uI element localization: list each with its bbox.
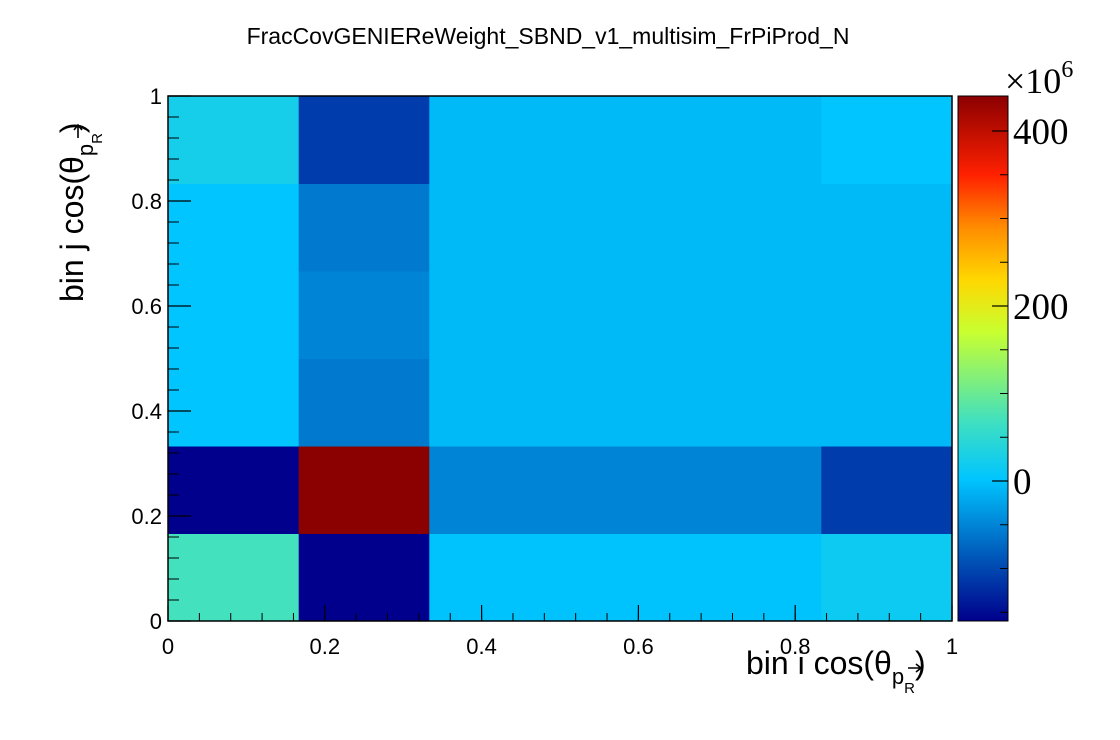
y-axis-title-text: bin j cos(θ	[54, 156, 90, 302]
y-axis-title-subsub: R	[89, 133, 106, 144]
heatmap-cell	[690, 446, 822, 534]
x-axis-title-close: )	[915, 645, 926, 681]
y-tick-label: 0.6	[131, 294, 162, 319]
x-axis-title-subsub: R	[904, 680, 915, 697]
colorbar-tick-label: 400	[1013, 112, 1069, 153]
heatmap-cell	[298, 533, 430, 622]
x-tick-label: 0	[162, 634, 174, 659]
heatmap-cell	[821, 183, 953, 272]
heatmap-cell	[429, 533, 561, 622]
colorbar-tick-label: 0	[1013, 462, 1032, 503]
x-tick-label: 0.8	[780, 634, 811, 659]
heatmap-cells	[168, 96, 953, 622]
heatmap-cell	[690, 533, 822, 622]
heatmap-cell	[298, 183, 430, 272]
heatmap-cell	[821, 446, 953, 534]
heatmap-cell	[168, 358, 300, 447]
heatmap-cell	[560, 446, 692, 534]
x-tick-label: 0.6	[623, 634, 654, 659]
y-axis-title-close: )	[54, 122, 90, 133]
heatmap-cell	[429, 270, 561, 359]
x-axis-title-sub: p	[892, 664, 904, 689]
y-axis: 0 0.2 0.4 0.6 0.8 1	[131, 84, 191, 634]
chart-title: FracCovGENIEReWeight_SBND_v1_multisim_Fr…	[247, 23, 850, 49]
heatmap-cell	[560, 270, 692, 359]
heatmap-cell	[690, 183, 822, 272]
heatmap-cell	[429, 446, 561, 534]
heatmap-cell	[298, 358, 430, 447]
colorbar-tick-label: 200	[1013, 287, 1069, 328]
heatmap-cell	[168, 183, 300, 272]
y-tick-label: 0	[150, 609, 162, 634]
svg-text:bin i cos(θpR): bin i cos(θpR)	[746, 645, 926, 697]
heatmap-cell	[560, 358, 692, 447]
x-tick-label: 0.2	[310, 634, 341, 659]
heatmap-cell	[560, 533, 692, 622]
heatmap-cell	[821, 96, 953, 185]
heatmap-cell	[560, 96, 692, 185]
plot-frame	[167, 95, 953, 622]
heatmap-cell	[690, 96, 822, 185]
vector-arrow-icon	[908, 663, 923, 673]
x-axis-title-text: bin i cos(θ	[746, 645, 892, 681]
heatmap-cell	[429, 358, 561, 447]
x-tick-label: 0.4	[466, 634, 497, 659]
heatmap-cell	[821, 358, 953, 447]
x-axis-title: bin i cos(θpR)	[746, 645, 926, 697]
heatmap-cell	[168, 446, 300, 534]
heatmap-cell	[298, 446, 430, 534]
heatmap-cell	[298, 270, 430, 359]
vector-arrow-icon	[73, 123, 83, 138]
heatmap-cell	[690, 358, 822, 447]
heatmap-cell	[690, 270, 822, 359]
heatmap-cell	[168, 270, 300, 359]
colorbar-multiplier: ×106	[1005, 57, 1073, 101]
x-axis: 0 0.2 0.4 0.6 0.8 1	[162, 605, 958, 659]
colorbar-axis: 0 200 400	[992, 112, 1069, 613]
y-axis-title-sub: p	[73, 144, 98, 156]
heatmap-cell	[168, 96, 300, 185]
colorbar	[957, 95, 1009, 622]
x-tick-label: 1	[946, 634, 958, 659]
heatmap-cell	[821, 533, 953, 622]
y-tick-label: 0.2	[131, 504, 162, 529]
heatmap-cell	[168, 533, 300, 622]
heatmap-cell	[821, 270, 953, 359]
heatmap-cell	[429, 96, 561, 185]
y-tick-label: 0.4	[131, 399, 162, 424]
heatmap-cell	[298, 96, 430, 185]
y-tick-label: 1	[150, 84, 162, 109]
y-axis-title: bin j cos(θpR)	[54, 122, 106, 302]
svg-text:bin j cos(θpR): bin j cos(θpR)	[54, 122, 106, 302]
heatmap-cell	[429, 183, 561, 272]
y-tick-label: 0.8	[131, 189, 162, 214]
heatmap-cell	[560, 183, 692, 272]
